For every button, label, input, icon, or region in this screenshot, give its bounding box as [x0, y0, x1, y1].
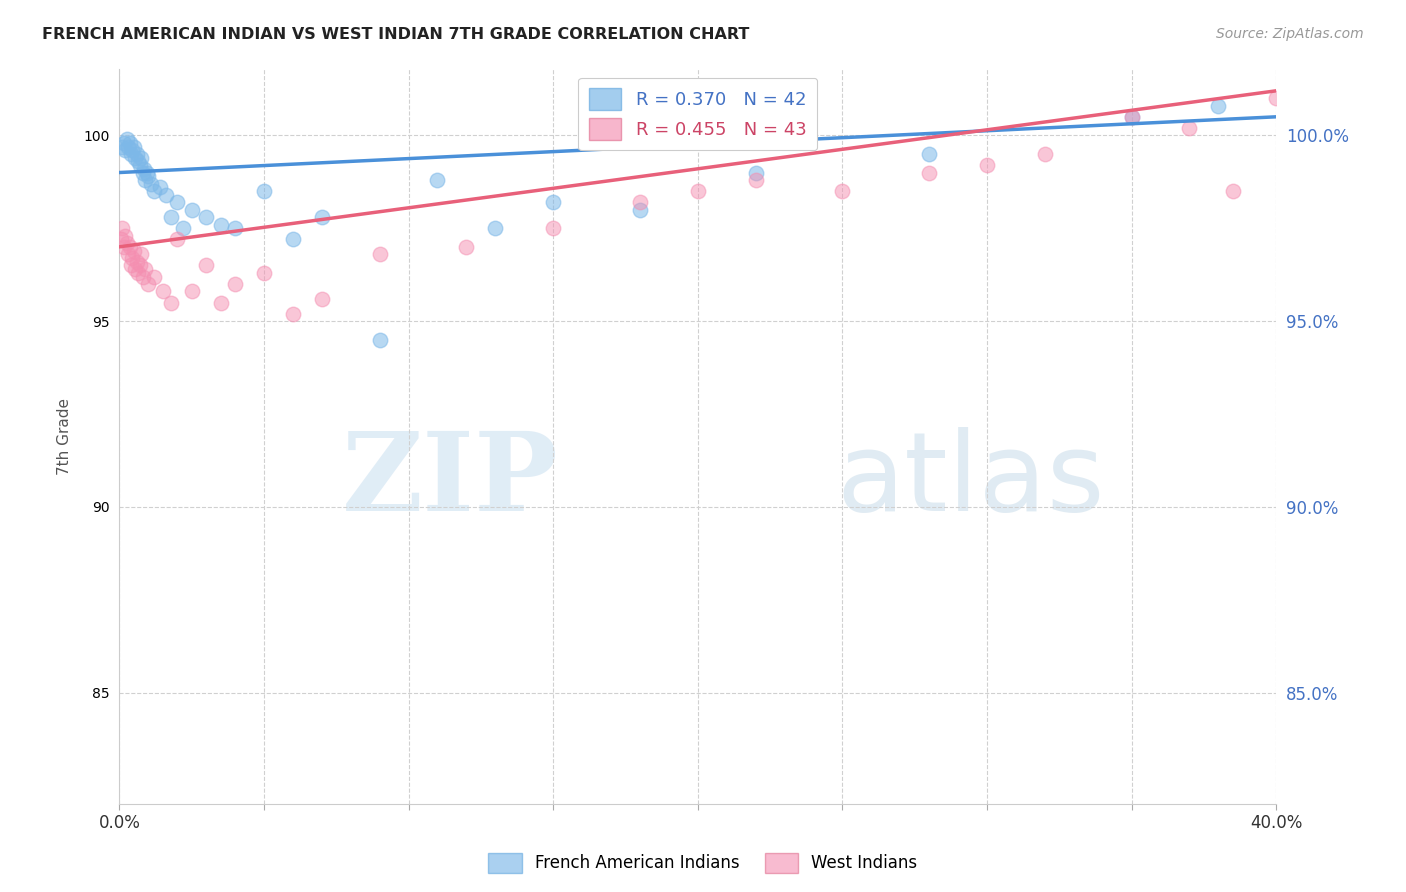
Point	[166, 232, 188, 246]
Point	[124, 262, 146, 277]
Point	[120, 259, 142, 273]
Point	[253, 184, 276, 198]
Point	[122, 139, 145, 153]
Point	[115, 132, 138, 146]
Point	[831, 184, 853, 198]
Point	[143, 269, 166, 284]
Point	[134, 173, 156, 187]
Point	[628, 202, 651, 217]
Point	[127, 266, 149, 280]
Point	[744, 165, 766, 179]
Point	[127, 154, 149, 169]
Point	[172, 221, 194, 235]
Point	[1121, 110, 1143, 124]
Point	[132, 161, 155, 176]
Point	[541, 195, 564, 210]
Point	[1222, 184, 1244, 198]
Point	[281, 232, 304, 246]
Point	[135, 165, 157, 179]
Point	[131, 165, 153, 179]
Point	[122, 244, 145, 258]
Point	[118, 240, 141, 254]
Point	[129, 247, 152, 261]
Text: FRENCH AMERICAN INDIAN VS WEST INDIAN 7TH GRADE CORRELATION CHART: FRENCH AMERICAN INDIAN VS WEST INDIAN 7T…	[42, 27, 749, 42]
Point	[131, 269, 153, 284]
Point	[918, 147, 941, 161]
Point	[128, 158, 150, 172]
Point	[253, 266, 276, 280]
Point	[686, 184, 709, 198]
Point	[1033, 147, 1056, 161]
Point	[209, 218, 232, 232]
Point	[141, 177, 163, 191]
Point	[129, 151, 152, 165]
Point	[117, 247, 139, 261]
Text: atlas: atlas	[837, 427, 1105, 534]
Point	[114, 143, 136, 157]
Point	[155, 187, 177, 202]
Point	[121, 143, 143, 157]
Point	[112, 240, 135, 254]
Point	[484, 221, 506, 235]
Point	[110, 232, 132, 246]
Point	[112, 136, 135, 150]
Point	[120, 147, 142, 161]
Point	[1265, 91, 1288, 105]
Point	[1178, 120, 1201, 135]
Point	[121, 251, 143, 265]
Point	[541, 221, 564, 235]
Point	[143, 184, 166, 198]
Y-axis label: 7th Grade: 7th Grade	[58, 398, 72, 475]
Point	[128, 259, 150, 273]
Point	[195, 210, 218, 224]
Point	[224, 221, 246, 235]
Point	[209, 295, 232, 310]
Point	[368, 333, 391, 347]
Point	[195, 259, 218, 273]
Point	[160, 210, 183, 224]
Point	[368, 247, 391, 261]
Point	[136, 277, 159, 291]
Point	[1206, 98, 1229, 112]
Point	[111, 221, 134, 235]
Point	[117, 139, 139, 153]
Legend: R = 0.370   N = 42, R = 0.455   N = 43: R = 0.370 N = 42, R = 0.455 N = 43	[578, 78, 817, 151]
Point	[311, 210, 333, 224]
Point	[166, 195, 188, 210]
Point	[134, 262, 156, 277]
Point	[180, 285, 202, 299]
Point	[118, 136, 141, 150]
Point	[1121, 110, 1143, 124]
Point	[281, 307, 304, 321]
Legend: French American Indians, West Indians: French American Indians, West Indians	[482, 847, 924, 880]
Point	[744, 173, 766, 187]
Text: Source: ZipAtlas.com: Source: ZipAtlas.com	[1216, 27, 1364, 41]
Point	[160, 295, 183, 310]
Point	[628, 195, 651, 210]
Point	[125, 254, 148, 268]
Point	[180, 202, 202, 217]
Point	[125, 147, 148, 161]
Point	[456, 240, 478, 254]
Point	[976, 158, 998, 172]
Point	[124, 151, 146, 165]
Text: ZIP: ZIP	[342, 427, 560, 534]
Point	[115, 236, 138, 251]
Point	[149, 180, 172, 194]
Point	[111, 139, 134, 153]
Point	[918, 165, 941, 179]
Point	[224, 277, 246, 291]
Point	[136, 169, 159, 184]
Point	[114, 228, 136, 243]
Point	[311, 292, 333, 306]
Point	[152, 285, 174, 299]
Point	[426, 173, 449, 187]
